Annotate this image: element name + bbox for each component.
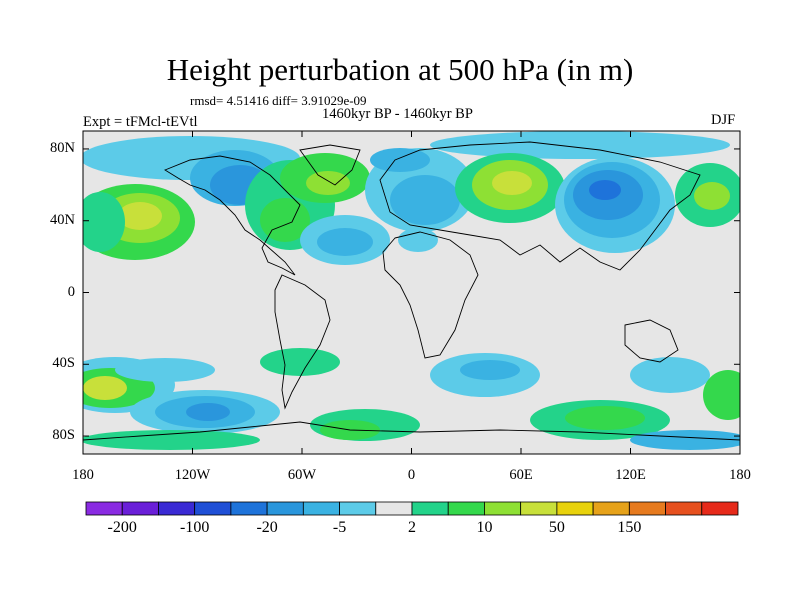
australia-coast bbox=[624, 319, 679, 363]
experiment-label: Expt = tFMcl-tEVtl bbox=[83, 114, 198, 130]
lon-label: 180 bbox=[72, 467, 94, 483]
colorbar-label: -100 bbox=[179, 519, 210, 536]
anomaly-npacific-3 bbox=[118, 202, 162, 230]
anomaly-natlantic-2 bbox=[306, 171, 350, 195]
lon-label: 120E bbox=[615, 467, 646, 483]
colorbar-swatch bbox=[302, 501, 340, 516]
colorbar-label: 2 bbox=[408, 519, 416, 536]
colorbar-swatch bbox=[375, 501, 413, 516]
colorbar-label: 150 bbox=[617, 519, 642, 536]
anomaly-spacific-3 bbox=[83, 376, 127, 400]
lon-label: 0 bbox=[407, 467, 416, 483]
africa-coast bbox=[382, 231, 479, 359]
contour-field bbox=[83, 131, 740, 454]
colorbar-swatch bbox=[484, 501, 522, 516]
lon-label: 60E bbox=[509, 467, 533, 483]
anomaly-arctic-east bbox=[430, 131, 730, 159]
coastlines bbox=[83, 141, 740, 441]
anomaly-spacific-4 bbox=[115, 358, 215, 382]
lat-label: 0 bbox=[67, 283, 75, 300]
colorbar-swatch bbox=[556, 501, 594, 516]
anomaly-southern-3 bbox=[186, 403, 230, 421]
anomaly-eastasia-4 bbox=[589, 180, 621, 200]
eurasia-coast bbox=[379, 141, 701, 271]
colorbar-swatch bbox=[230, 501, 268, 516]
south-america-coast bbox=[274, 274, 331, 410]
colorbar-swatch bbox=[520, 501, 558, 516]
lat-label: 80N bbox=[50, 139, 75, 156]
lat-label: 40N bbox=[50, 211, 75, 228]
colorbar-swatch bbox=[194, 501, 232, 516]
greenland-coast bbox=[299, 144, 361, 186]
season-label: DJF bbox=[711, 112, 736, 128]
colorbar-swatch bbox=[701, 501, 739, 516]
antarctica-coast bbox=[83, 421, 740, 441]
lat-ticks bbox=[83, 148, 740, 437]
anomaly-nwpacific-2 bbox=[694, 182, 730, 210]
lon-label: 60W bbox=[287, 467, 317, 483]
anomaly-sepacific bbox=[703, 370, 740, 420]
anomaly-europe-2 bbox=[390, 175, 460, 225]
colorbar-swatch bbox=[628, 501, 666, 516]
colorbar bbox=[85, 501, 739, 516]
anomaly-npacific-edge bbox=[83, 192, 125, 252]
colorbar-swatch bbox=[592, 501, 630, 516]
colorbar-label: 10 bbox=[476, 519, 493, 536]
north-america-coast bbox=[164, 155, 301, 276]
period-text: 1460kyr BP - 1460kyr BP bbox=[322, 106, 473, 122]
anomaly-sindian-2 bbox=[460, 360, 520, 380]
anomaly-mediterranean bbox=[398, 228, 438, 252]
colorbar-label: 50 bbox=[548, 519, 565, 536]
lat-label: 40S bbox=[52, 355, 75, 372]
anomaly-southern-east-2 bbox=[565, 406, 645, 430]
anomaly-antarctic-2 bbox=[630, 430, 740, 450]
colorbar-label: -200 bbox=[107, 519, 137, 536]
colorbar-swatch bbox=[447, 501, 485, 516]
anomaly-namerica-2 bbox=[260, 198, 310, 242]
colorbar-swatch bbox=[411, 501, 449, 516]
anomaly-tasman bbox=[630, 357, 710, 393]
plot-title: Height perturbation at 500 hPa (in m) bbox=[166, 52, 634, 87]
anomaly-siberia-3 bbox=[492, 171, 532, 195]
colorbar-swatch bbox=[158, 501, 196, 516]
colorbar-swatch bbox=[121, 501, 159, 516]
lon-label: 120W bbox=[174, 467, 211, 483]
lat-label: 80S bbox=[52, 427, 75, 444]
stats-text: rmsd= 4.51416 diff= 3.91029e-09 bbox=[190, 93, 367, 108]
colorbar-label: -20 bbox=[256, 519, 278, 536]
lon-label: 180 bbox=[729, 467, 751, 483]
anomaly-midatlantic-2 bbox=[317, 228, 373, 256]
colorbar-swatch bbox=[85, 501, 123, 516]
colorbar-swatch bbox=[266, 501, 304, 516]
anomaly-antarctic-1 bbox=[83, 430, 260, 450]
colorbar-label: -5 bbox=[332, 519, 347, 536]
colorbar-swatch bbox=[339, 501, 377, 516]
lon-ticks bbox=[82, 131, 741, 454]
colorbar-swatch bbox=[665, 501, 703, 516]
anomaly-satlantic-pos bbox=[260, 348, 340, 376]
anomaly-scandinavia bbox=[370, 148, 430, 172]
